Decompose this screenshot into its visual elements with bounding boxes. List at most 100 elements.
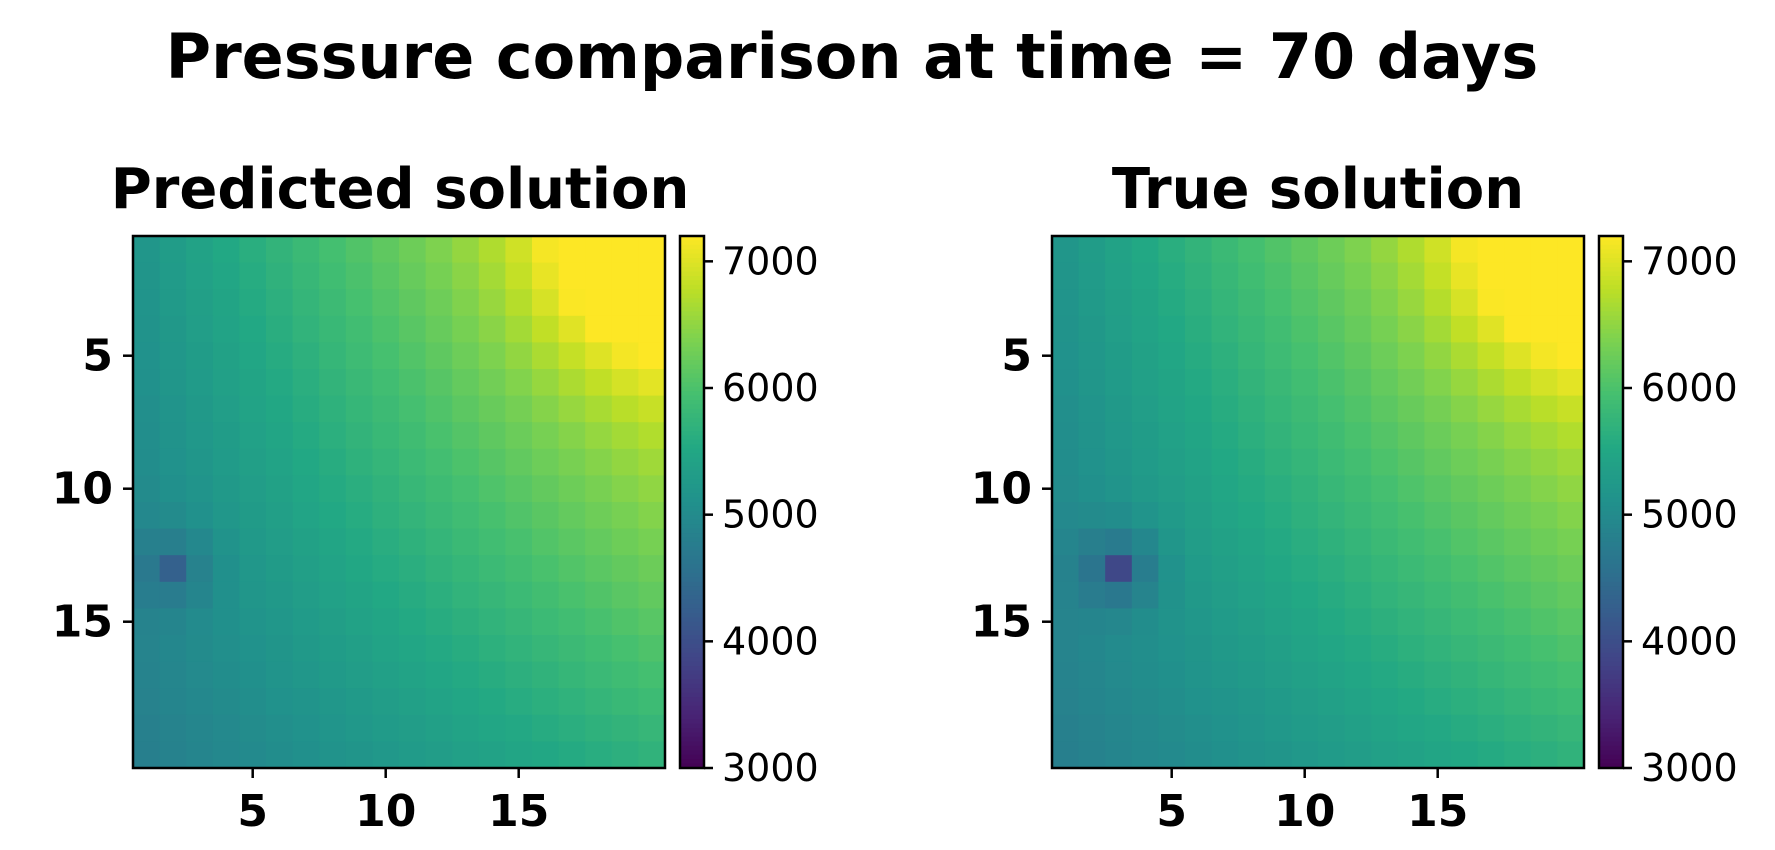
heatmap-cell xyxy=(1211,289,1239,317)
heatmap-cell xyxy=(319,714,347,742)
heatmap-cell xyxy=(558,315,586,343)
heatmap-cell xyxy=(1504,528,1532,556)
colorbar-segment xyxy=(680,643,704,649)
heatmap-cell xyxy=(1264,262,1292,290)
heatmap-cell xyxy=(1504,262,1532,290)
heatmap-cell xyxy=(1397,661,1425,689)
heatmap-cell xyxy=(452,395,480,423)
heatmap-cell xyxy=(1291,688,1319,716)
heatmap-cell xyxy=(558,422,586,450)
heatmap-cell xyxy=(1424,475,1452,503)
colorbar-segment xyxy=(680,324,704,330)
heatmap-cell xyxy=(558,342,586,370)
heatmap-cell xyxy=(1318,369,1346,397)
colorbar-segment xyxy=(1599,763,1623,769)
colorbar-segment xyxy=(1599,417,1623,423)
heatmap-cell xyxy=(1477,289,1505,317)
heatmap-cell xyxy=(1291,342,1319,370)
heatmap-cell xyxy=(1291,236,1319,264)
heatmap-cell xyxy=(1105,448,1133,476)
heatmap-cell xyxy=(212,581,240,609)
heatmap-cell xyxy=(1158,369,1186,397)
heatmap-cell xyxy=(1424,502,1452,530)
heatmap-cell xyxy=(133,289,161,317)
colorbar-segment xyxy=(680,497,704,503)
heatmap-cell xyxy=(611,661,639,689)
heatmap-cell xyxy=(425,342,453,370)
heatmap-cell xyxy=(212,741,240,769)
heatmap-cell xyxy=(1238,342,1266,370)
heatmap-cell xyxy=(1211,688,1239,716)
heatmap-cell xyxy=(558,688,586,716)
heatmap-cell xyxy=(452,236,480,264)
colorbar-segment xyxy=(680,413,704,419)
heatmap-cell xyxy=(478,262,506,290)
heatmap-cell xyxy=(1557,714,1585,742)
heatmap-cell xyxy=(239,342,267,370)
heatmap-cell xyxy=(1264,635,1292,663)
colorbar-segment xyxy=(1599,626,1623,632)
heatmap-cell xyxy=(1371,395,1399,423)
heatmap-cell xyxy=(319,236,347,264)
heatmap-cell xyxy=(319,688,347,716)
heatmap-cell xyxy=(133,714,161,742)
heatmap-cell xyxy=(532,422,560,450)
colorbar-segment xyxy=(1599,377,1623,383)
heatmap-cell xyxy=(1264,315,1292,343)
colorbar-segment xyxy=(1599,240,1623,246)
heatmap-cell xyxy=(452,608,480,636)
colorbar-segment xyxy=(1599,448,1623,454)
heatmap-cell xyxy=(478,342,506,370)
heatmap-cell xyxy=(1078,448,1106,476)
heatmap-cell xyxy=(1530,289,1558,317)
heatmap-cell xyxy=(425,369,453,397)
heatmap-cell xyxy=(1344,262,1372,290)
heatmap-cell xyxy=(1105,502,1133,530)
colorbar-segment xyxy=(680,426,704,432)
heatmap-cell xyxy=(452,369,480,397)
heatmap-cell xyxy=(585,369,613,397)
heatmap-cell xyxy=(1424,635,1452,663)
heatmap-cell xyxy=(1344,502,1372,530)
heatmap-cell xyxy=(1397,714,1425,742)
heatmap-cell xyxy=(452,502,480,530)
colorbar-segment xyxy=(680,342,704,348)
heatmap-cell xyxy=(611,289,639,317)
heatmap-cell xyxy=(1078,502,1106,530)
heatmap-cell xyxy=(1504,714,1532,742)
heatmap-cell xyxy=(1238,236,1266,264)
heatmap-cell xyxy=(372,741,400,769)
heatmap-cell xyxy=(212,342,240,370)
heatmap-cell xyxy=(159,714,187,742)
heatmap-cell xyxy=(1344,475,1372,503)
heatmap-cell xyxy=(212,315,240,343)
heatmap-cell xyxy=(1477,688,1505,716)
heatmap-cell xyxy=(1451,289,1479,317)
heatmap-cell xyxy=(1052,581,1080,609)
heatmap-cell xyxy=(1264,741,1292,769)
colorbar-segment xyxy=(1599,391,1623,397)
colorbar-segment xyxy=(680,422,704,428)
heatmap-cell xyxy=(1530,555,1558,583)
heatmap-cell xyxy=(1158,528,1186,556)
colorbar-segment xyxy=(1599,475,1623,481)
heatmap-cell xyxy=(425,262,453,290)
heatmap-cell xyxy=(372,422,400,450)
heatmap-cell xyxy=(505,315,533,343)
heatmap-cell xyxy=(239,395,267,423)
heatmap-cell xyxy=(1052,236,1080,264)
heatmap-cell xyxy=(1238,661,1266,689)
heatmap-cell xyxy=(319,262,347,290)
colorbar-segment xyxy=(680,395,704,401)
colorbar-segment xyxy=(1599,324,1623,330)
colorbar-segment xyxy=(680,337,704,343)
heatmap-cell xyxy=(1264,581,1292,609)
heatmap-cell xyxy=(478,528,506,556)
heatmap-cell xyxy=(1078,262,1106,290)
heatmap-cell xyxy=(266,315,294,343)
heatmap-cell xyxy=(399,369,427,397)
heatmap-cell xyxy=(585,555,613,583)
heatmap-cell xyxy=(478,475,506,503)
colorbar-segment xyxy=(680,546,704,552)
heatmap-cell xyxy=(1397,422,1425,450)
